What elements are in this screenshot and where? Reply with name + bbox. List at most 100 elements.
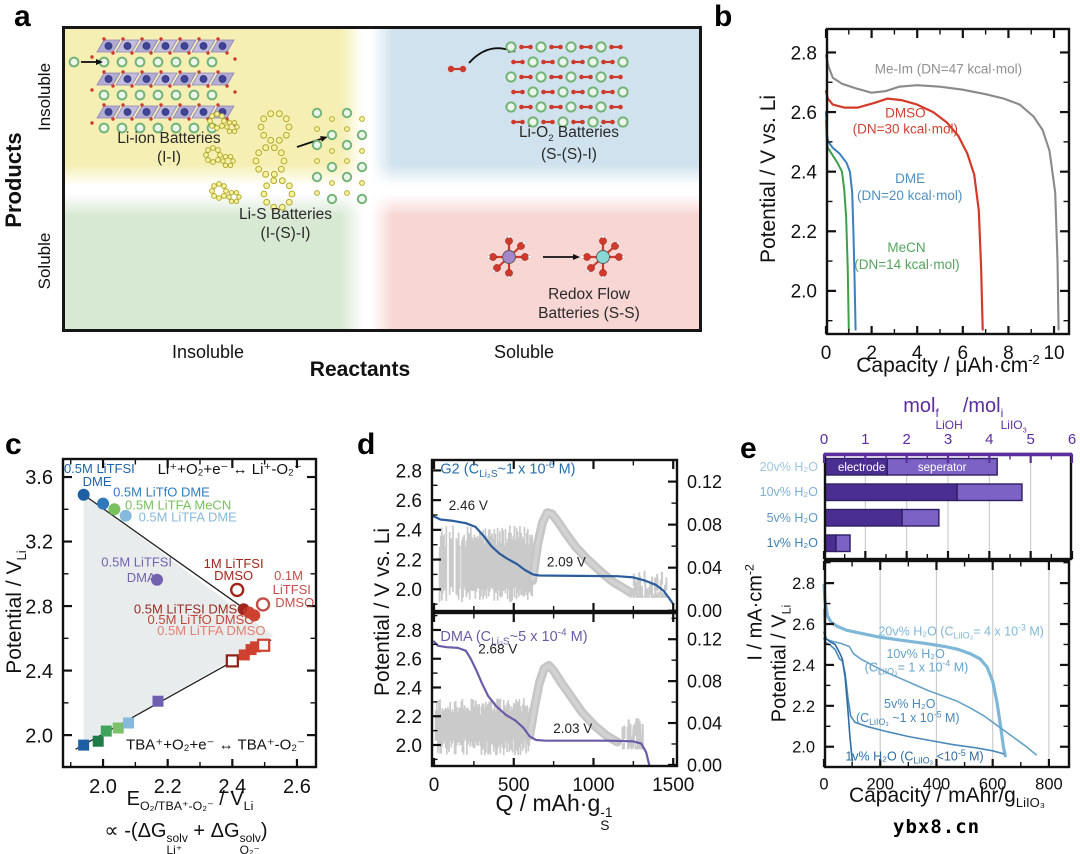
svg-text:2.0: 2.0: [396, 736, 422, 757]
svg-text:2.46 V: 2.46 V: [449, 498, 488, 513]
redox-flow-structure-art: [486, 234, 626, 280]
li-ion-structure-art: [68, 37, 237, 134]
svg-text:2.0: 2.0: [25, 725, 53, 747]
current-signal: [434, 660, 644, 756]
svg-text:1: 1: [861, 431, 869, 448]
svg-text:1500: 1500: [652, 775, 694, 796]
svg-text:2.2: 2.2: [396, 550, 422, 571]
quadrant-divider-horizontal: [65, 163, 699, 216]
svg-text:1000: 1000: [572, 775, 614, 796]
panel-e-x-axis-title: Capacity / mAhr/gLiIO₃: [848, 784, 1046, 811]
panel-a-y-tick-insoluble: Insoluble: [35, 62, 54, 132]
svg-text:DMA: DMA: [127, 570, 156, 585]
svg-text:2.0: 2.0: [89, 776, 117, 798]
svg-text:MeCN: MeCN: [887, 240, 925, 255]
panel-b-x-axis-title: Capacity / μAh·cm-2: [856, 352, 1040, 377]
svg-text:2.2: 2.2: [396, 707, 422, 728]
series-line: [432, 640, 651, 767]
svg-text:seperator: seperator: [918, 462, 967, 474]
svg-text:2.0: 2.0: [396, 580, 422, 601]
svg-text:0.08: 0.08: [687, 672, 722, 692]
d_dma-plot-area: 0 500 1000 1500 2.0 2.2 2.4 2.6 2.8 0.00 0.04 0.08 0…: [396, 611, 722, 796]
svg-text:0.00: 0.00: [687, 755, 722, 775]
svg-text:800: 800: [1035, 776, 1063, 794]
svg-text:(DN=14 kcal·mol): (DN=14 kcal·mol): [854, 257, 959, 272]
data-point-circle: [119, 509, 132, 522]
svg-text:0.04: 0.04: [687, 558, 722, 578]
panel-a-y-tick-soluble: Soluble: [35, 232, 54, 290]
svg-text:DME: DME: [83, 474, 112, 489]
data-point-square: [100, 725, 112, 737]
svg-text:2.0: 2.0: [791, 282, 817, 303]
svg-text:0: 0: [429, 775, 440, 796]
panel-b-plot: 0 2 4 6 8 10 2.0 2.2 2.4 2.6 2.8 Me-Im (DN=47 kcal·…: [791, 27, 1071, 364]
svg-text:600: 600: [979, 776, 1007, 794]
panel-d-letter: d: [357, 428, 376, 461]
panel-d-x-axis-title: Q / mAh·g -1 S: [495, 790, 613, 834]
svg-text:10: 10: [1043, 343, 1064, 364]
svg-text:2.6: 2.6: [396, 650, 422, 671]
panel-c-letter: c: [5, 428, 22, 461]
panel-d-right-axis-title: I / mA·cm-2: [742, 564, 767, 661]
panel-e-letter: e: [740, 432, 757, 465]
svg-text:G2 (CLi₂S~1 x 10-6 M): G2 (CLi₂S~1 x 10-6 M): [440, 460, 575, 480]
series-line: [432, 515, 675, 606]
svg-text:TBA⁺+O₂+e⁻ ↔ TBA⁺-O₂⁻: TBA⁺+O₂+e⁻ ↔ TBA⁺-O₂⁻: [126, 736, 305, 753]
data-point-square: [250, 641, 262, 653]
quadrant-soluble-insoluble: [367, 29, 699, 190]
svg-text:400: 400: [923, 776, 951, 794]
e_discharge-plot-area: 0 200 400 600 800 2.0 2.2 2.4 2.6 2.8 20v% H₂O (CL…: [792, 559, 1071, 794]
current-signal: [438, 508, 668, 603]
svg-text:2.4: 2.4: [396, 521, 423, 542]
svg-text:0: 0: [821, 343, 832, 364]
bar-electrode: [824, 483, 958, 502]
svg-text:0: 0: [819, 776, 828, 794]
data-point-circle: [108, 503, 121, 516]
svg-text:2.8: 2.8: [396, 621, 422, 642]
panel-a-x-axis-title: Reactants: [309, 358, 411, 381]
svg-text:1v% H₂O (CLiIO₃ <10-5 M): 1v% H₂O (CLiIO₃ <10-5 M): [845, 748, 983, 766]
svg-text:0.04: 0.04: [687, 713, 722, 733]
svg-text:0.5M LiTFSI DMSO: 0.5M LiTFSI DMSO: [134, 602, 247, 617]
svg-text:0.12: 0.12: [687, 472, 722, 492]
svg-text:2.6: 2.6: [396, 491, 422, 512]
svg-text:2.8: 2.8: [792, 575, 815, 593]
li-o2-structure-art: [447, 41, 629, 128]
svg-text:Me-Im (DN=47 kcal·mol): Me-Im (DN=47 kcal·mol): [875, 61, 1022, 76]
svg-text:0.5M LiTFA DMSO: 0.5M LiTFA DMSO: [157, 623, 265, 638]
watermark: ybx8.cn: [893, 816, 981, 838]
li-o2-batteries-sublabel: (S-(S)-I): [541, 146, 597, 164]
svg-text:(DN=30 kcal·mol): (DN=30 kcal·mol): [853, 122, 958, 137]
svg-text:2: 2: [866, 343, 877, 364]
bar-seperator: [901, 508, 940, 527]
bar-category-label: 5v% H₂O: [766, 510, 818, 525]
svg-text:2.8: 2.8: [396, 461, 422, 482]
svg-text:0.5M LiTfO DMSO: 0.5M LiTfO DMSO: [148, 612, 255, 627]
e_bars-plot-area: electrode seperator 0 1 2 3 4 5 6: [820, 431, 1076, 561]
svg-text:DMSO: DMSO: [885, 105, 926, 120]
data-point-circle: [248, 609, 261, 622]
bar-category-label: 10v% H₂O: [759, 485, 818, 499]
svg-text:DMSO: DMSO: [275, 595, 314, 610]
panel-a-x-tick-soluble: Soluble: [493, 342, 555, 362]
svg-text:2.09 V: 2.09 V: [547, 555, 586, 570]
svg-text:500: 500: [498, 775, 530, 796]
li-s-batteries-label: Li-S Batteries: [238, 206, 333, 223]
bar-category-label: 1v% H₂O: [766, 536, 818, 550]
svg-text:2.2: 2.2: [154, 776, 182, 798]
series-line: [823, 631, 854, 762]
svg-text:2.4: 2.4: [218, 776, 246, 798]
svg-text:2.6: 2.6: [792, 616, 815, 634]
svg-text:2.68 V: 2.68 V: [478, 642, 517, 657]
li-ion-batteries-sublabel: (I-I): [156, 149, 182, 167]
svg-text:2.4: 2.4: [792, 657, 815, 675]
bar-seperator: [956, 483, 1023, 502]
svg-text:DMSO: DMSO: [214, 568, 253, 583]
svg-text:2.8: 2.8: [791, 43, 817, 64]
svg-text:0.5M LiTFSI: 0.5M LiTFSI: [101, 555, 172, 570]
svg-text:6: 6: [958, 343, 969, 364]
svg-text:2.03 V: 2.03 V: [553, 721, 592, 736]
data-point-circle: [229, 582, 245, 598]
svg-text:DME: DME: [895, 171, 925, 186]
